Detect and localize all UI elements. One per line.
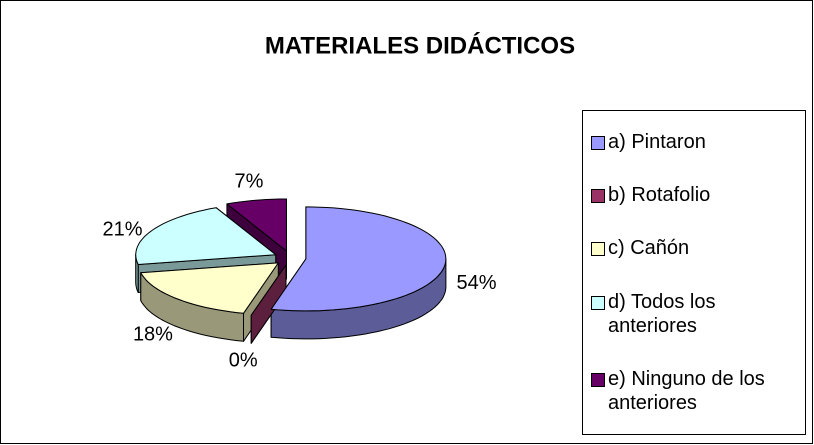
legend-item: b) Rotafolio <box>591 183 801 207</box>
legend-swatch <box>591 373 605 388</box>
data-label: 18% <box>133 323 173 345</box>
slice-side <box>250 264 287 344</box>
data-label: 21% <box>102 219 142 241</box>
legend-swatch <box>591 189 605 204</box>
legend-swatch <box>591 135 605 150</box>
legend-item: d) Todos los anteriores <box>591 290 801 338</box>
legend-label: d) Todos los anteriores <box>608 290 716 337</box>
legend-item: a) Pintaron <box>591 130 801 154</box>
data-label: 0% <box>229 349 258 371</box>
legend-item: e) Ninguno de los anteriores <box>591 367 801 415</box>
slice <box>226 198 287 252</box>
legend-label: e) Ninguno de los anteriores <box>608 368 765 415</box>
legend-label: c) Cañón <box>608 237 690 260</box>
slice <box>135 207 277 265</box>
slice <box>270 206 447 312</box>
legend-swatch <box>591 242 605 257</box>
legend: a) Pintaron b) Rotafolio c) Cañón d) Todos … <box>582 110 806 435</box>
slice-wall <box>250 264 287 344</box>
chart-title: MATERIALES DIDÁCTICOS <box>265 31 575 59</box>
legend-swatch <box>591 295 605 310</box>
legend-label: a) Pintaron <box>608 130 706 153</box>
slice <box>140 262 279 314</box>
data-label: 54% <box>457 272 497 294</box>
legend-item: c) Cañón <box>591 236 801 260</box>
legend-label: b) Rotafolio <box>608 184 711 207</box>
data-label: 7% <box>235 170 264 192</box>
